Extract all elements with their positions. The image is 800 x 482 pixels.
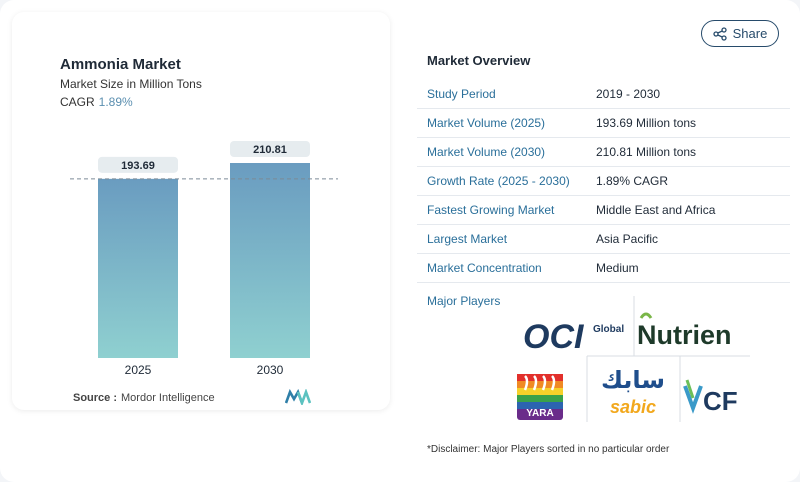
bar-2030 <box>230 163 310 358</box>
row-value: Middle East and Africa <box>596 203 716 217</box>
yara-logo: YARA <box>517 374 563 420</box>
row-value: Medium <box>596 261 639 275</box>
row-value: 1.89% CAGR <box>596 174 669 188</box>
overview-row: Growth Rate (2025 - 2030) 1.89% CAGR <box>417 167 790 196</box>
share-button[interactable]: Share <box>701 20 779 47</box>
category-label: 2025 <box>125 363 152 377</box>
cagr-label: CAGR <box>60 95 95 109</box>
source-text: Mordor Intelligence <box>121 392 215 404</box>
chart-subtitle: Market Size in Million Tons <box>60 77 202 91</box>
sabic-text: sabic <box>610 397 656 417</box>
overview-row: Market Volume (2030) 210.81 Million tons <box>417 138 790 167</box>
sabic-logo: سابك sabic <box>601 366 665 417</box>
row-value: 2019 - 2030 <box>596 87 661 101</box>
overview-row: Market Volume (2025) 193.69 Million tons <box>417 109 790 138</box>
overview-row: Study Period 2019 - 2030 <box>417 80 790 109</box>
major-players-label: Major Players <box>427 294 501 308</box>
source-label: Source : <box>73 392 118 404</box>
overview-row: Largest Market Asia Pacific <box>417 225 790 254</box>
sabic-arabic-text: سابك <box>601 366 665 394</box>
mordor-logo-icon <box>285 389 311 405</box>
chart-title: Ammonia Market <box>60 56 181 73</box>
bar-2025 <box>98 178 178 358</box>
cagr-line: CAGR 1.89% <box>60 95 133 109</box>
overview-row: Fastest Growing Market Middle East and Af… <box>417 196 790 225</box>
row-value: Asia Pacific <box>596 232 659 246</box>
share-label: Share <box>732 26 768 41</box>
row-key: Market Volume (2030) <box>427 145 546 159</box>
category-label: 2030 <box>257 363 284 377</box>
overview-title: Market Overview <box>427 53 531 68</box>
nutrien-leaf-icon <box>639 312 653 319</box>
chart-card <box>12 12 390 410</box>
row-value: 210.81 Million tons <box>596 145 697 159</box>
row-key: Growth Rate (2025 - 2030) <box>427 174 570 188</box>
disclaimer-text: *Disclaimer: Major Players sorted in no … <box>427 444 670 455</box>
value-label-bg <box>230 141 310 157</box>
cf-text: CF <box>703 386 738 416</box>
overview-table: Study Period 2019 - 2030 Market Volume (2… <box>417 80 790 283</box>
oci-text: OCI <box>523 318 585 356</box>
row-value: 193.69 Million tons <box>596 116 697 130</box>
source-line: Source : Mordor Intelligence <box>73 392 215 404</box>
row-key: Market Volume (2025) <box>427 116 546 130</box>
value-label-bg <box>98 156 178 173</box>
major-players-logos: OCI Global Nutrien YARA سابك sabic CF <box>517 296 750 422</box>
row-key: Study Period <box>427 87 496 101</box>
oci-sub-text: Global <box>593 324 624 335</box>
value-label: 193.69 <box>121 160 155 172</box>
yara-text: YARA <box>526 408 553 419</box>
nutrien-logo: Nutrien <box>637 312 732 350</box>
row-key: Market Concentration <box>427 261 542 275</box>
yara-ship-icon <box>523 375 556 391</box>
value-label: 210.81 <box>253 144 287 156</box>
cagr-value: 1.89% <box>98 95 133 109</box>
row-key: Largest Market <box>427 232 508 246</box>
share-icon <box>712 26 727 41</box>
nutrien-text: Nutrien <box>637 320 732 350</box>
oci-global-logo: OCI Global <box>523 318 624 356</box>
bar-chart: 193.69 2025 210.81 2030 <box>70 141 338 377</box>
overview-row: Market Concentration Medium <box>417 254 790 283</box>
row-key: Fastest Growing Market <box>427 203 555 217</box>
cf-logo: CF <box>683 379 738 416</box>
